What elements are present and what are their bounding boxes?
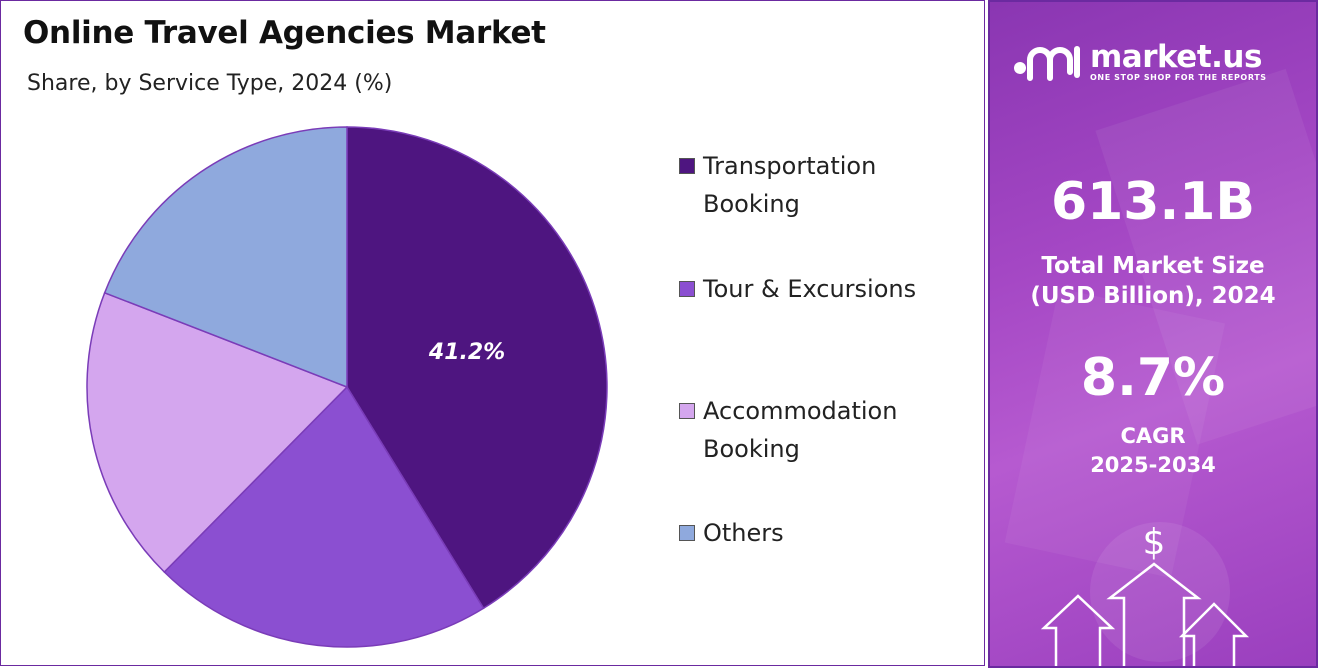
brand-logo: market.us ONE STOP SHOP FOR THE REPORTS <box>1012 38 1267 84</box>
market-size-label-2: (USD Billion), 2024 <box>1030 283 1276 309</box>
chart-panel: Online Travel Agencies Market Share, by … <box>0 0 985 666</box>
background-graphic <box>1004 68 1316 662</box>
legend-label: Accommodation Booking <box>703 397 898 463</box>
sidebar-panel: market.us ONE STOP SHOP FOR THE REPORTS … <box>988 0 1318 668</box>
legend-swatch <box>679 403 695 419</box>
legend-label: Others <box>703 519 784 547</box>
cagr-value: 8.7% <box>1080 348 1226 408</box>
legend-item-tour: Tour & Excursions <box>679 270 959 308</box>
pie-slice-2 <box>86 291 349 574</box>
legend-label: Tour & Excursions <box>703 275 917 303</box>
cagr-label: CAGR <box>1120 424 1186 448</box>
brand-name: market.us <box>1090 38 1262 75</box>
pie-slice-0 <box>346 126 608 610</box>
svg-text:$: $ <box>1143 522 1166 563</box>
market-us-logo-icon <box>1014 46 1080 81</box>
legend-item-accommodation: Accommodation Booking <box>679 392 959 468</box>
legend-label: Transportation Booking <box>703 152 877 218</box>
legend-item-transportation: Transportation Booking <box>679 147 959 223</box>
pie-chart: 41.2% <box>86 126 608 648</box>
dollar-arrows-icon: $ <box>1040 522 1250 666</box>
market-size-value: 613.1B <box>1050 172 1256 232</box>
legend-swatch <box>679 158 695 174</box>
chart-subtitle: Share, by Service Type, 2024 (%) <box>27 71 393 96</box>
cagr-period: 2025-2034 <box>1090 453 1216 477</box>
chart-title: Online Travel Agencies Market <box>23 15 546 51</box>
legend-swatch <box>679 525 695 541</box>
legend-item-others: Others <box>679 514 959 552</box>
brand-tagline: ONE STOP SHOP FOR THE REPORTS <box>1090 72 1267 82</box>
market-size-label-1: Total Market Size <box>1041 253 1265 279</box>
legend-swatch <box>679 281 695 297</box>
pie-slice-1 <box>163 385 485 648</box>
pie-slice-label-0: 41.2% <box>428 340 505 365</box>
pie-slice-3 <box>103 126 348 389</box>
